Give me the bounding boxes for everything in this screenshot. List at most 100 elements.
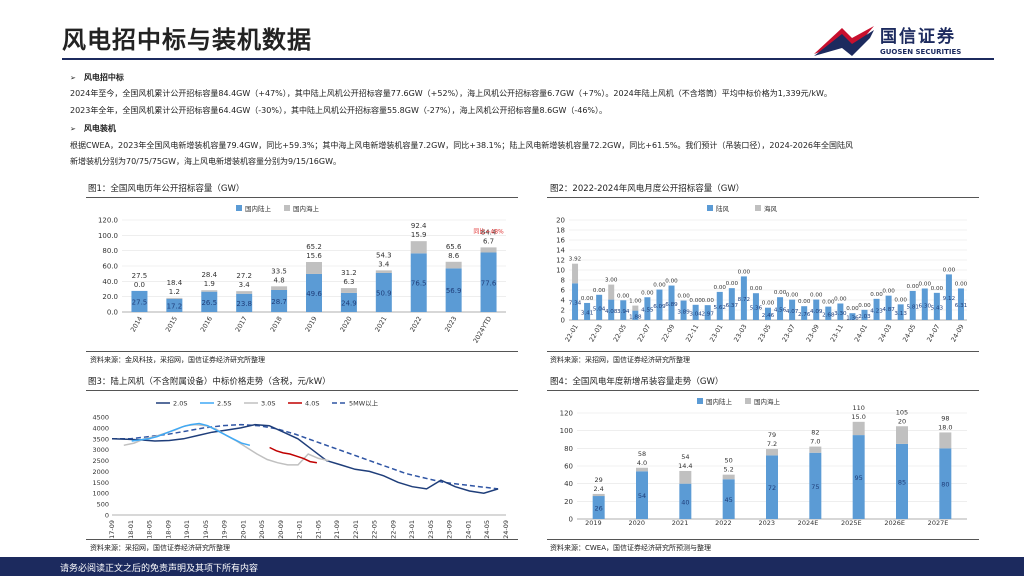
data-label: 24.9 <box>341 299 357 307</box>
bar-陆风-22-09 <box>668 285 675 320</box>
figure4-source: 资料来源：CWEA，国信证券经济研究所预测与整理 <box>550 544 712 552</box>
x-tick-label: 2023 <box>443 315 458 333</box>
data-label: 0.00 <box>581 296 594 302</box>
y-tick-label: 500 <box>97 501 109 509</box>
y-tick-label: 1000 <box>92 490 109 498</box>
data-label: 15.0 <box>851 413 865 421</box>
data-label: 9.12 <box>943 296 955 302</box>
data-label: 0.00 <box>870 292 883 298</box>
x-tick-label: 22-09 <box>389 520 397 539</box>
y-tick-label: 0 <box>105 512 109 520</box>
data-label: 6.7 <box>483 237 494 245</box>
data-label: 0.00 <box>919 282 932 288</box>
bar-国内陆上-2020 <box>340 292 357 312</box>
x-tick-label: 2023 <box>758 519 775 527</box>
data-label: 0.00 <box>750 286 763 292</box>
bar-陆风-23-12 <box>849 313 856 320</box>
data-label: 0.00 <box>906 284 919 290</box>
x-tick-label: 20-05 <box>258 520 266 539</box>
y-tick-label: 0 <box>561 317 565 325</box>
data-label: 4.87 <box>882 307 895 313</box>
x-tick-label: 23-07 <box>780 323 796 343</box>
y-tick-label: 4 <box>561 297 566 305</box>
legend-label-2: 3.0S <box>261 400 275 408</box>
data-label: 72 <box>768 484 776 492</box>
brand-name-en: GUOSEN SECURITIES <box>880 48 962 56</box>
data-label: 75 <box>811 483 819 491</box>
data-label: 4.09 <box>810 309 823 315</box>
bar-国内陆上-2017 <box>236 293 253 312</box>
x-tick-label: 23-09 <box>805 323 821 343</box>
y-tick-label: 40.0 <box>102 278 118 286</box>
y-tick-label: 0.0 <box>107 309 118 317</box>
bar-国内海上-2020 <box>340 288 357 293</box>
x-tick-label: 22-07 <box>636 323 652 343</box>
data-label: 26 <box>595 505 603 513</box>
bar-国内海上-2026E <box>896 426 908 444</box>
y-tick-label: 12 <box>556 257 565 265</box>
data-label: 0.00 <box>762 301 775 307</box>
data-label: 49.6 <box>306 290 322 298</box>
data-label: 0.00 <box>834 297 847 303</box>
x-tick-label: 23-03 <box>732 323 748 343</box>
data-label: 54 <box>638 492 646 500</box>
data-label: 1.00 <box>629 299 642 305</box>
data-label: 95 <box>855 474 863 482</box>
data-label: 40 <box>681 498 689 506</box>
y-tick-label: 10 <box>556 267 565 275</box>
bar-国内陆上-2019 <box>592 496 605 519</box>
bar-国内陆上-2022 <box>722 479 735 519</box>
x-tick-label: 22-11 <box>684 323 700 343</box>
bar-国内海上-2016 <box>201 290 218 292</box>
data-label: 0.00 <box>882 289 895 295</box>
x-tick-label: 24-03 <box>877 323 893 343</box>
x-tick-label: 24-05 <box>483 520 491 539</box>
bar-陆风-23-04 <box>752 293 759 320</box>
svg-f2: 024681012141618207.343.9222-013.410.005.… <box>556 204 968 343</box>
legend-label-3: 4.0S <box>305 400 319 408</box>
data-label: 5.04 <box>593 306 606 312</box>
data-label: 0.00 <box>738 269 751 275</box>
legend-label-0: 陆风 <box>716 204 730 213</box>
y-tick-label: 2 <box>561 307 565 315</box>
x-tick-label: 24-05 <box>901 323 917 343</box>
data-label: 3.13 <box>894 311 907 317</box>
bar-国内海上-2021 <box>679 470 692 484</box>
data-label: 8.6 <box>448 252 460 260</box>
data-label: 0.00 <box>701 298 714 304</box>
data-label: 0.00 <box>810 293 823 299</box>
bar-国内陆上-2025E <box>852 435 865 519</box>
brand-name-cn: 国信证券 <box>880 27 956 47</box>
data-label: 1.36 <box>846 316 859 322</box>
bar-陆风-22-05 <box>620 300 627 320</box>
data-label: 15.9 <box>411 231 427 239</box>
data-label: 8.72 <box>738 297 750 303</box>
bar-国内海上-2020 <box>636 467 648 472</box>
y-tick-label: 60 <box>564 463 573 471</box>
x-tick-label: 24-07 <box>925 323 941 343</box>
x-tick-label: 23-01 <box>708 323 724 343</box>
bar-陆风-22-10 <box>680 300 687 320</box>
data-label: 20 <box>898 417 906 425</box>
bar-国内陆上-2021 <box>679 483 692 519</box>
bar-陆风-23-07 <box>789 299 796 320</box>
data-label: 15.6 <box>306 252 322 260</box>
yoy-annotation: 同比+48% <box>473 227 504 235</box>
x-tick-label: 2021 <box>373 315 388 333</box>
data-label: 77.6 <box>481 279 497 287</box>
bar-国内陆上-2014 <box>131 290 148 312</box>
y-tick-label: 40 <box>564 480 573 488</box>
total-label: 65.2 <box>306 243 322 251</box>
figure4-bottom-rule <box>547 539 979 540</box>
data-label: 28.7 <box>271 298 287 306</box>
y-tick-label: 100 <box>560 427 573 435</box>
legend-label-0: 国内陆上 <box>706 397 733 406</box>
x-tick-label: 23-01 <box>408 520 416 539</box>
bar-国内陆上-2027E <box>939 448 952 519</box>
bar-陆风-24-06 <box>921 288 928 320</box>
bar-国内海上-2022 <box>410 241 427 254</box>
chart-monthly-tender: 0 2 4 6 8 10 12 14 16 18 20 7.34 3.92 22-01 3.41 0.00 5.… <box>547 200 977 350</box>
data-label: 0.00 <box>641 290 654 296</box>
x-tick-label: 23-09 <box>446 520 454 539</box>
bar-国内陆上-2015 <box>166 298 183 312</box>
